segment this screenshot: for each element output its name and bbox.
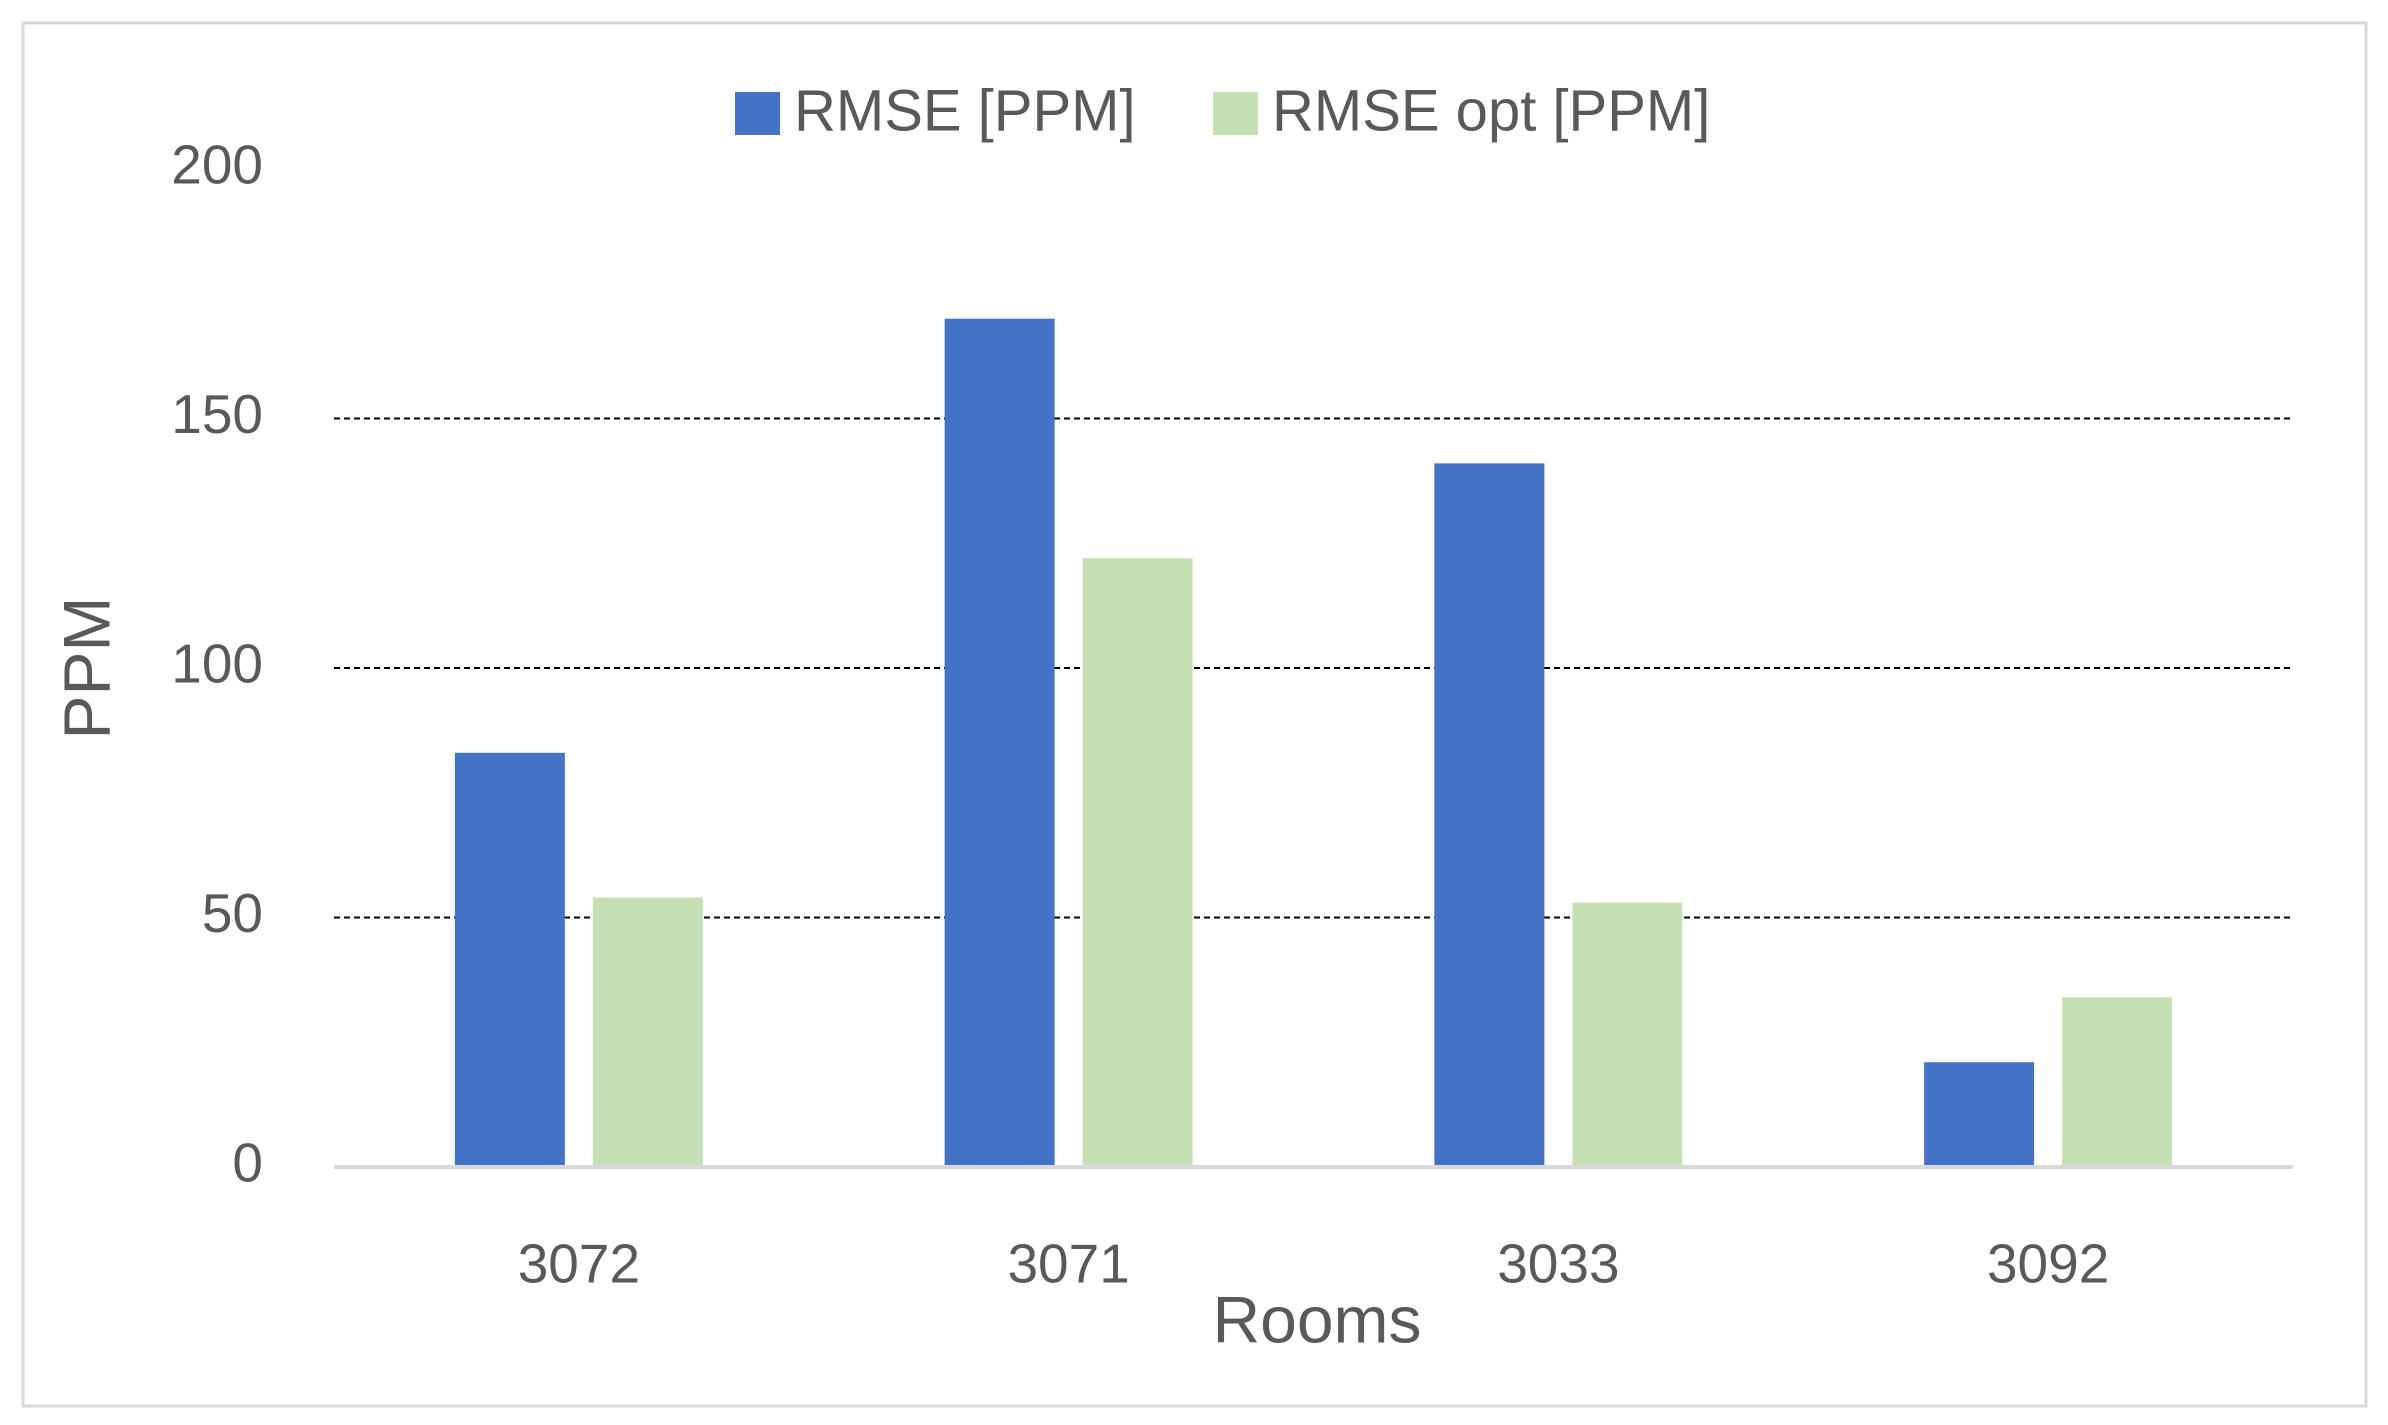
y-axis-title: PPM — [49, 596, 123, 739]
x-axis-title: Rooms — [1212, 1282, 1421, 1356]
legend-swatch — [735, 92, 780, 135]
bar — [1572, 902, 1683, 1167]
bar — [1434, 463, 1545, 1167]
x-tick-label: 3092 — [1987, 1233, 2109, 1295]
legend-label: RMSE [PPM] — [794, 78, 1136, 143]
x-tick-label: 3033 — [1497, 1233, 1619, 1295]
bar — [1924, 1062, 2035, 1167]
bar — [592, 897, 703, 1167]
y-tick-label: 0 — [232, 1132, 263, 1194]
legend-swatch — [1213, 92, 1258, 135]
bar — [2062, 997, 2173, 1167]
x-tick-label: 3071 — [1007, 1233, 1129, 1295]
bar — [1082, 558, 1193, 1167]
x-tick-label: 3072 — [518, 1233, 640, 1295]
y-tick-label: 100 — [171, 633, 263, 695]
bar — [454, 752, 565, 1167]
chart-border — [21, 21, 2368, 1408]
y-tick-label: 150 — [171, 383, 263, 445]
bar — [944, 318, 1055, 1167]
y-tick-label: 200 — [171, 134, 263, 196]
y-tick-label: 50 — [202, 882, 263, 944]
legend-label: RMSE opt [PPM] — [1272, 78, 1710, 143]
